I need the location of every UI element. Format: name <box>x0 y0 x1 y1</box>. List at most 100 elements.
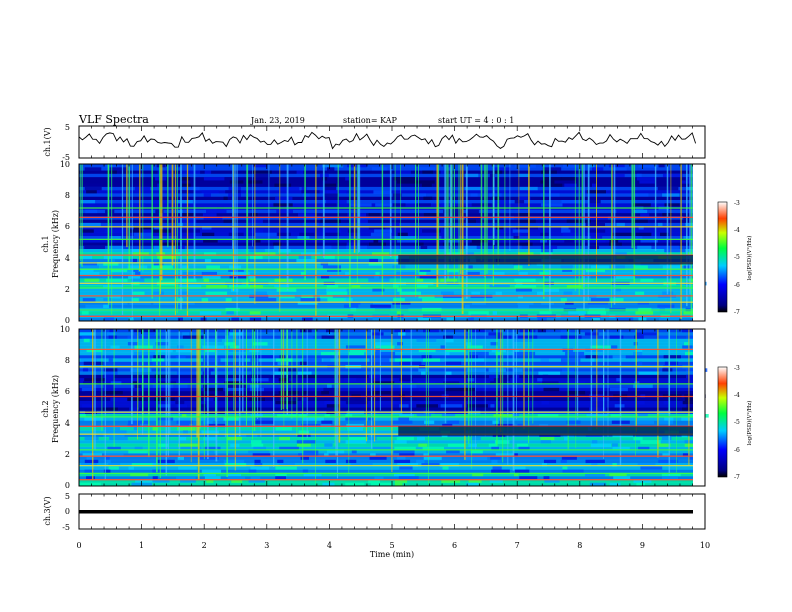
ch1-spectrogram-cell <box>206 265 220 269</box>
ch2-colorbar-label: log(PSD)(V²/Hz) <box>746 401 753 446</box>
ch1-spectrogram-row <box>79 216 705 220</box>
ch2-spectrogram-cell <box>416 436 425 441</box>
ch1-spectrogram-cell <box>561 226 569 230</box>
ch1-spectrogram-cell <box>664 203 680 207</box>
ch1-spectrogram-cell <box>495 291 502 296</box>
ch2-spectrogram-cell <box>278 391 299 395</box>
ch2-spectrogram-cell <box>327 384 332 389</box>
ch1-spectrogram-row <box>79 180 705 184</box>
ch1-spectrogram-cell <box>683 236 692 240</box>
ch2-spectrogram-cell <box>248 479 265 484</box>
ch1-spectrogram-cell <box>423 213 439 217</box>
ch2-channel-label: ch.2 <box>41 400 50 417</box>
ch1-spectrogram-cell <box>541 249 553 253</box>
x-tick-label: 1 <box>139 541 144 550</box>
ch2-spectrogram-cell <box>421 407 430 412</box>
ch2-spectrogram-cell <box>225 335 239 340</box>
ch2-spectrogram-cell <box>472 472 484 477</box>
ch2-spectrogram-cell <box>370 482 392 487</box>
ch1-spectrogram-cell <box>615 252 627 256</box>
ch1-spectrogram-cell <box>81 311 89 315</box>
ch1-spectrogram-cell <box>489 285 510 289</box>
ch1-spectrogram-cell <box>417 317 431 322</box>
ch2-spectrogram-cell <box>106 459 111 464</box>
ch1-spectrogram-cell <box>300 252 321 256</box>
ch1-spectrogram-cell <box>441 291 454 296</box>
x-tick-label: 6 <box>452 541 457 550</box>
ch2-spectrogram-cell <box>301 397 307 402</box>
ch1-spectrogram-cell <box>298 213 315 217</box>
ch1-spectrogram-row <box>79 258 705 263</box>
ch1-spectrogram-cell <box>393 298 405 302</box>
ch2-spectrogram-cell <box>303 472 322 477</box>
ch1-spectrogram-cell <box>343 304 359 309</box>
ch1-spectrogram-cell <box>230 229 251 233</box>
ch2-spectrogram-cell <box>81 404 96 408</box>
ch1-spectrogram-cell <box>564 239 574 243</box>
ch1-spectrogram-cell <box>109 167 128 171</box>
ch2-spectrogram-cell <box>254 463 263 467</box>
ch1-spectrogram-row <box>79 183 705 188</box>
ch2-spectrogram-cell <box>592 440 598 444</box>
ch1-spectrogram-cell <box>322 265 341 269</box>
ch1-spectrogram-cell <box>514 164 536 168</box>
ch1-waveform-panel: 5 -5 ch.1(V) <box>43 123 706 162</box>
ch2-spectrogram-cell <box>104 453 124 457</box>
ch2-spectrogram-cell <box>303 358 322 362</box>
ch1-spectrogram-cell <box>204 258 212 263</box>
ch1-spectrogram-cell <box>249 278 256 283</box>
ch2-spectrogram-cell <box>326 329 341 333</box>
ch1-spectrogram-cell <box>203 216 223 220</box>
ch2-spectrogram-cell <box>464 332 471 336</box>
ch1-spectrogram-cell <box>274 278 293 283</box>
ch1-spectrogram-cell <box>635 236 643 240</box>
ch2-spectrogram-cell <box>560 459 567 464</box>
ch2-spectrogram-cell <box>223 417 239 421</box>
ch2-spectrogram-cell <box>322 482 335 487</box>
ch1-spectrogram-cell <box>319 294 333 299</box>
ch2-spectrogram-cell <box>398 417 409 421</box>
ch1-spectrogram-cell <box>203 177 225 181</box>
ch1-spectrogram-cell <box>249 311 261 315</box>
ch2-spectrogram-cell <box>180 479 196 484</box>
ch1-spectrogram-cell <box>324 255 335 260</box>
ch2-spectrogram-cell <box>250 466 270 470</box>
ch2-spectrogram-cell <box>368 479 380 484</box>
ch1-spectrogram-cell <box>327 268 342 273</box>
ch1-spectrogram-cell <box>416 180 435 184</box>
ch1-right-gap <box>693 164 705 321</box>
ch1-spectrogram-cell <box>395 170 411 175</box>
ch2-spectrogram-cell <box>589 482 607 487</box>
ch2-cb-tick-7: -7 <box>734 474 740 481</box>
ch1-spectrogram-cell <box>302 222 319 227</box>
ch1-spectrogram-cell <box>496 226 504 230</box>
ch2-spectrogram-cell <box>103 427 120 431</box>
ch1-spectrogram-cell <box>302 193 310 197</box>
ch1-waveform-ylabel: ch.1(V) <box>43 127 52 156</box>
ch1-spectrogram-cell <box>591 265 612 269</box>
ch2-spectrogram-cell <box>443 378 463 382</box>
ch2-spectrogram-cell <box>440 463 459 467</box>
ch1-spectrogram-cell <box>640 278 654 283</box>
ch1-spectrogram-cell <box>255 252 276 256</box>
ch2-spectrogram-cell <box>176 371 196 376</box>
ch2-spectrogram-cell <box>662 453 669 457</box>
ch1-spectrogram-row <box>79 294 705 299</box>
ch1-spectrogram-cell <box>203 193 211 197</box>
ch1-spectrogram-cell <box>153 245 176 250</box>
ch1-spectrogram-cell <box>273 203 293 207</box>
ch2-spectrogram-cell <box>682 453 689 457</box>
ch2-frequency-ylabel: Frequency (kHz) <box>51 375 60 443</box>
ch1-spectrogram-cell <box>347 213 367 217</box>
ch1-spectrogram-cell <box>608 242 622 247</box>
ch2-spectrogram-cell <box>81 335 93 340</box>
ch1-cb-tick-3: -3 <box>734 200 740 207</box>
ch1-spectrogram-cell <box>325 232 340 237</box>
ch1-spectrogram-cell <box>202 213 217 217</box>
ch3-waveform-ylabel: ch.3(V) <box>43 496 52 525</box>
ch2-spectrogram-cell <box>440 345 445 349</box>
ch2-spectrogram-cell <box>253 446 266 451</box>
ch1-spectrogram-row <box>79 209 705 214</box>
ch1-spectrogram-cell <box>109 301 128 305</box>
ch1-spectrogram-cell <box>464 186 482 191</box>
